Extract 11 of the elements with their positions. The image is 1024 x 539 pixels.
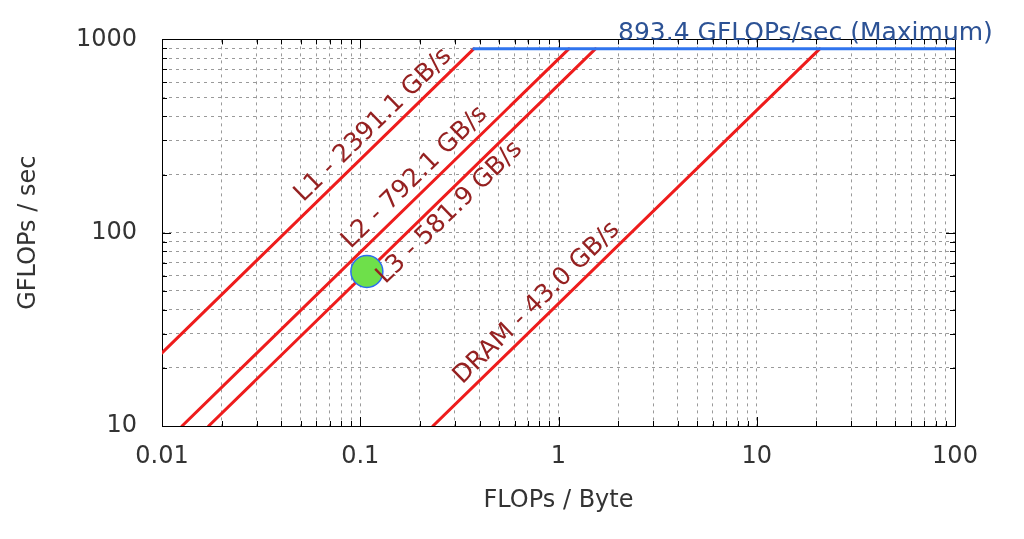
x-axis-title: FLOPs / Byte — [483, 484, 634, 513]
x-tick-label: 1 — [550, 440, 567, 469]
x-tick-label: 0.01 — [135, 440, 189, 469]
y-axis-title: GFLOPs / sec — [12, 155, 41, 310]
y-tick-label: 1000 — [75, 23, 137, 52]
x-tick-label: 100 — [932, 440, 978, 469]
y-tick-label: 10 — [106, 410, 137, 439]
x-tick-label: 10 — [741, 440, 773, 469]
y-tick-label: 100 — [91, 216, 137, 245]
x-tick-label: 0.1 — [341, 440, 380, 469]
annotation: 893.4 GFLOPs/sec (Maximum) — [617, 16, 993, 46]
